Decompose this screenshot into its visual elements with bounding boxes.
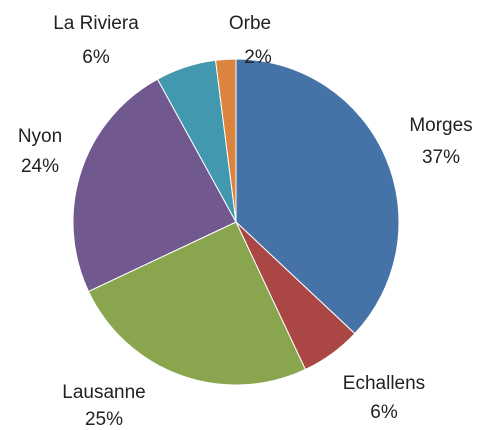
pie-slice — [235, 58, 400, 335]
slice-label: Echallens — [343, 373, 425, 394]
pie-slice — [215, 58, 237, 223]
slice-label: Morges — [409, 115, 472, 136]
slice-value-label: 37% — [422, 147, 460, 168]
slice-value-label: 24% — [21, 156, 59, 177]
slice-label: Lausanne — [62, 382, 145, 403]
slice-value-label: 25% — [85, 409, 123, 430]
pie-slice — [72, 78, 237, 293]
slice-label: Orbe — [229, 13, 271, 34]
slice-value-label: 6% — [82, 47, 110, 68]
slice-value-label: 2% — [244, 47, 272, 68]
slice-label: La Riviera — [53, 13, 139, 34]
slice-label: Nyon — [18, 126, 62, 147]
slice-value-label: 6% — [370, 402, 398, 423]
pie-slice — [87, 221, 307, 386]
